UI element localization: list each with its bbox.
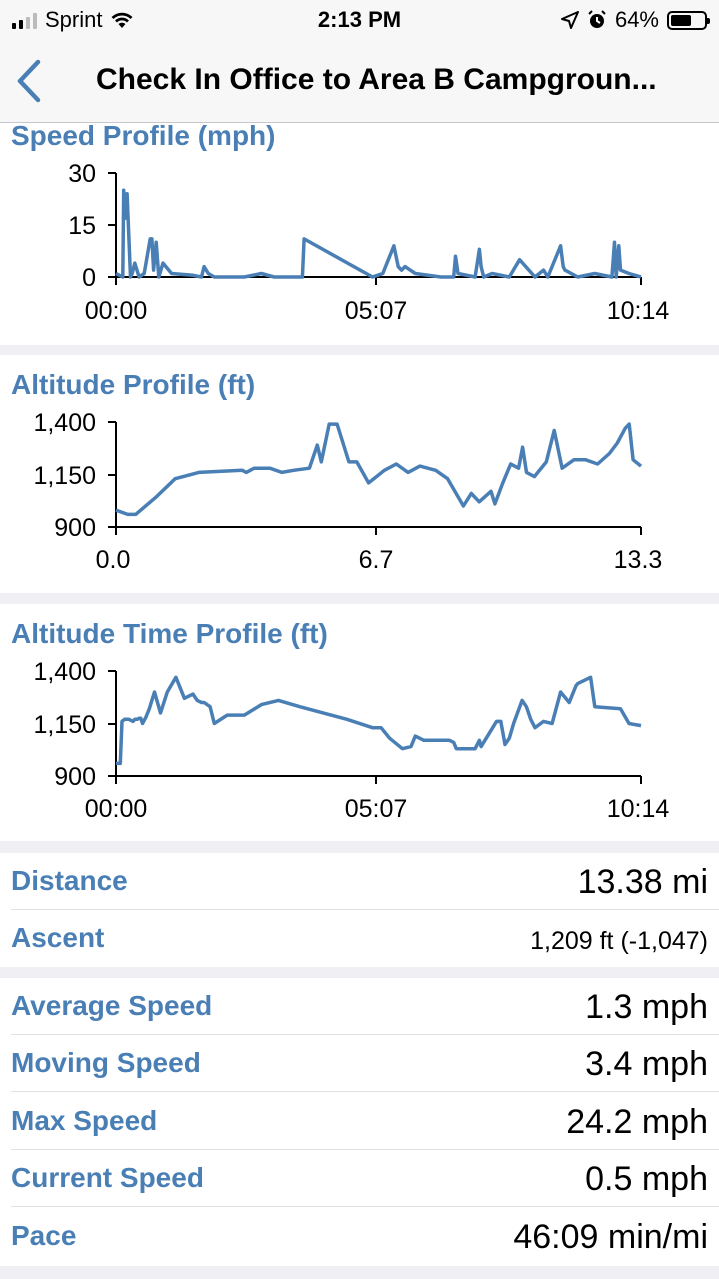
stat-row-moving-speed[interactable]: Moving Speed 3.4 mph <box>0 1035 719 1092</box>
row-divider <box>11 1149 719 1150</box>
altitude-time-profile-card: Altitude Time Profile (ft) 1,400 1,150 9… <box>0 604 719 841</box>
y-tick-label: 30 <box>68 160 96 188</box>
stat-label: Moving Speed <box>11 1047 201 1078</box>
status-right: 64% <box>560 7 710 33</box>
location-arrow-icon <box>560 11 579 29</box>
stat-row-average-speed[interactable]: Average Speed 1.3 mph <box>0 978 719 1035</box>
altitude-time-series-line <box>116 675 642 766</box>
y-tick-label: 15 <box>68 212 96 240</box>
page-title: Check In Office to Area B Campgroun... <box>96 63 657 96</box>
y-tick-label: 900 <box>54 763 96 791</box>
y-tick-label: 1,150 <box>33 462 96 490</box>
altitude-time-profile-title: Altitude Time Profile (ft) <box>11 618 328 649</box>
stat-row-current-speed[interactable]: Current Speed 0.5 mph <box>0 1150 719 1207</box>
stat-label: Ascent <box>11 922 105 953</box>
stat-value: 1.3 mph <box>585 988 708 1026</box>
speed-profile-chart: 30 15 0 00:00 05:07 10:14 <box>68 160 670 325</box>
stat-value: 46:09 min/mi <box>513 1218 708 1256</box>
stats-group-speed: Average Speed 1.3 mph Moving Speed 3.4 m… <box>0 978 719 1266</box>
x-tick-label: 13.3 <box>614 546 663 574</box>
stat-label: Current Speed <box>11 1162 204 1193</box>
altitude-profile-card: Altitude Profile (ft) 1,400 1,150 900 0.… <box>0 355 719 593</box>
y-tick-label: 1,400 <box>33 658 96 686</box>
y-tick-label: 900 <box>54 514 96 542</box>
stat-value: 1,209 ft (-1,047) <box>530 927 708 955</box>
x-tick-label: 10:14 <box>607 297 670 325</box>
battery-icon <box>667 10 710 30</box>
row-divider <box>11 1034 719 1035</box>
stat-row-max-speed[interactable]: Max Speed 24.2 mph <box>0 1093 719 1150</box>
y-tick-label: 1,400 <box>33 409 96 437</box>
x-tick-label: 6.7 <box>359 546 394 574</box>
altitude-profile-chart: 1,400 1,150 900 0.0 6.7 13.3 <box>33 409 663 574</box>
row-divider <box>11 1206 719 1207</box>
x-tick-label: 00:00 <box>85 795 148 823</box>
row-divider <box>11 909 719 910</box>
stat-label: Max Speed <box>11 1105 158 1136</box>
stat-label: Average Speed <box>11 990 213 1021</box>
stat-value: 3.4 mph <box>585 1045 708 1083</box>
carrier-name: Sprint <box>45 7 103 32</box>
stat-label: Distance <box>11 865 128 896</box>
y-tick-label: 0 <box>82 264 96 292</box>
navigation-bar: Check In Office to Area B Campgroun... <box>0 40 719 123</box>
y-tick-label: 1,150 <box>33 711 96 739</box>
status-left: Sprint <box>12 7 134 33</box>
signal-bars-icon <box>12 11 37 29</box>
speed-series-line <box>115 188 642 279</box>
x-tick-label: 05:07 <box>345 297 408 325</box>
wifi-icon <box>111 12 133 28</box>
alarm-clock-icon <box>588 10 606 28</box>
stat-row-distance[interactable]: Distance 13.38 mi <box>0 853 719 910</box>
stats-group-distance: Distance 13.38 mi Ascent 1,209 ft (-1,04… <box>0 853 719 967</box>
stat-label: Pace <box>11 1220 77 1251</box>
chevron-left-icon[interactable] <box>14 58 44 104</box>
stat-value: 13.38 mi <box>577 863 708 901</box>
x-tick-label: 10:14 <box>607 795 670 823</box>
battery-percent: 64% <box>614 7 659 32</box>
x-tick-label: 05:07 <box>345 795 408 823</box>
stat-value: 24.2 mph <box>566 1103 708 1141</box>
status-bar: Sprint 2:13 PM 64% <box>0 0 719 40</box>
row-divider <box>11 1091 719 1092</box>
battery-fill <box>671 14 692 26</box>
x-tick-label: 0.0 <box>96 546 131 574</box>
altitude-time-profile-chart: 1,400 1,150 900 00:00 05:07 10:14 <box>33 658 670 823</box>
speed-profile-card: Speed Profile (mph) 30 15 0 00:00 05:07 … <box>0 120 719 345</box>
x-tick-label: 00:00 <box>85 297 148 325</box>
stat-row-pace[interactable]: Pace 46:09 min/mi <box>0 1208 719 1265</box>
stat-row-ascent[interactable]: Ascent 1,209 ft (-1,047) <box>0 910 719 967</box>
altitude-series-line <box>115 422 643 517</box>
speed-profile-title: Speed Profile (mph) <box>11 120 276 151</box>
altitude-profile-title: Altitude Profile (ft) <box>11 369 256 400</box>
stat-value: 0.5 mph <box>585 1160 708 1198</box>
